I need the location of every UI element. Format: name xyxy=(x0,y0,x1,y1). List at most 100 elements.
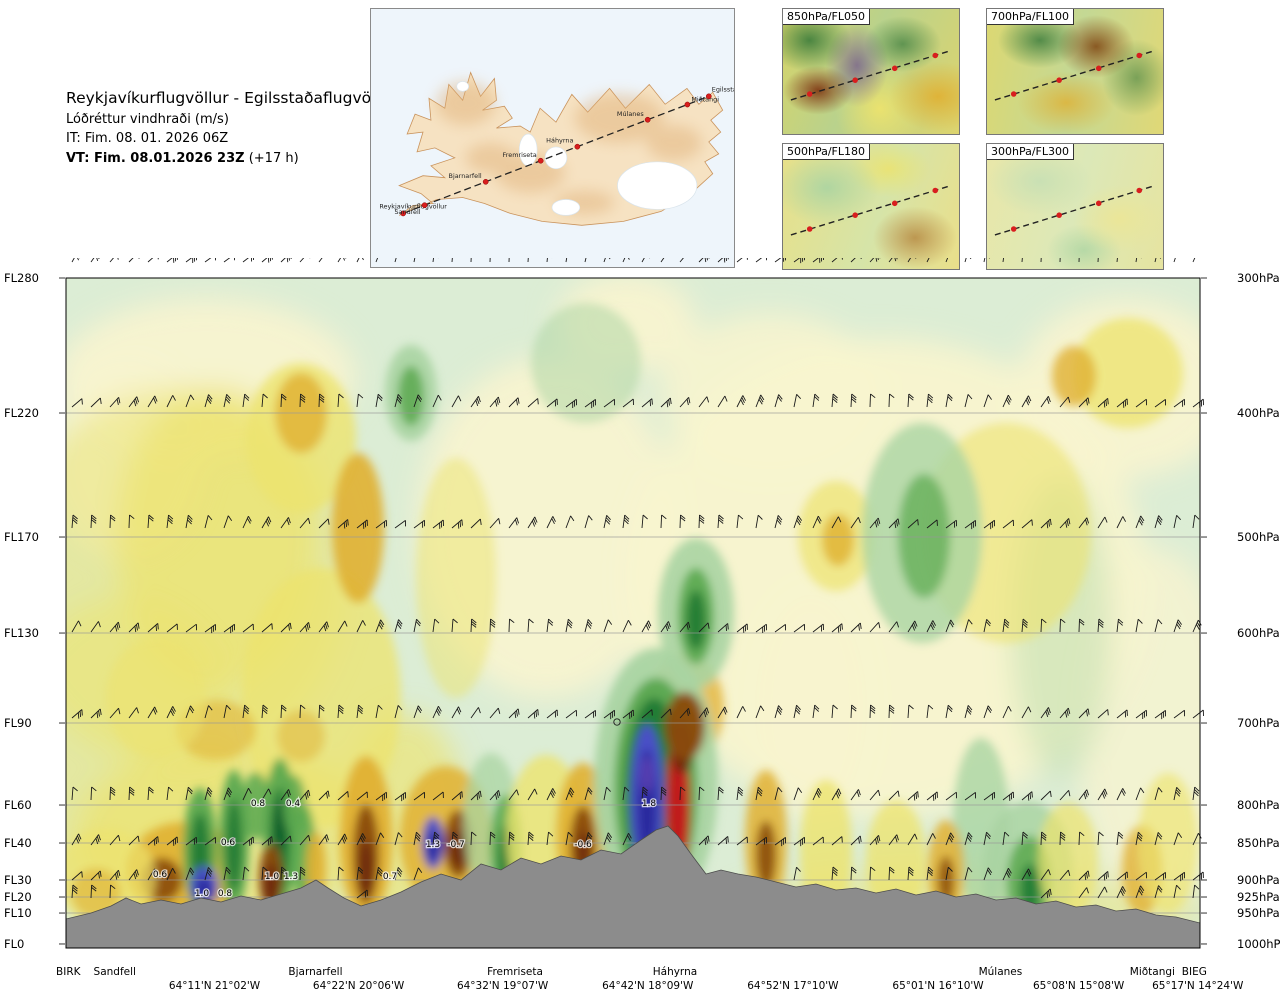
pressure-level-label: 800hPa xyxy=(1237,798,1280,812)
flight-level-label: FL90 xyxy=(4,716,32,730)
coordinate-label: 64°22'N 20°06'W xyxy=(313,980,405,992)
coordinate-label: 64°42'N 18°09'W xyxy=(602,980,694,992)
flight-level-label: FL10 xyxy=(4,906,32,920)
contour-labels: 0.8 0.4 0.6 0.6 1.0 0.8 1.0 1.3 0.7 1.3 -0.7 -0.6 1.… xyxy=(152,798,658,901)
svg-text:0.6: 0.6 xyxy=(153,870,168,880)
route-waypoint-dot xyxy=(705,93,712,100)
station-label: Múlanes xyxy=(979,966,1023,978)
thumbnail-route-line xyxy=(994,49,1156,101)
axis-labels: FL280 300hPa FL220 400hPa FL170 500hPa FL130 60… xyxy=(4,271,1280,951)
svg-text:0.6: 0.6 xyxy=(221,838,236,848)
flight-level-label: FL30 xyxy=(4,873,32,887)
route-waypoint-label: Háhyrna xyxy=(546,137,573,145)
flight-level-label: FL170 xyxy=(4,530,39,544)
pressure-level-label: 500hPa xyxy=(1237,530,1280,544)
route-waypoint-label: Sandfell xyxy=(395,208,421,216)
cross-section-chart: 0.8 0.4 0.6 0.6 1.0 0.8 1.0 1.3 0.7 1.3 -0.7 -0.6 1.… xyxy=(0,248,1280,1005)
coordinate-label: 64°11'N 21°02'W xyxy=(169,980,261,992)
calm-wind-symbol xyxy=(613,718,621,726)
valid-time-offset: (+17 h) xyxy=(244,150,299,166)
route-waypoint-dot xyxy=(400,210,406,217)
thumbnail-art xyxy=(783,9,959,134)
coordinate-label: 64°52'N 17°10'W xyxy=(747,980,839,992)
pressure-level-label: 925hPa xyxy=(1237,890,1280,904)
route-waypoint-dot xyxy=(537,157,544,164)
svg-text:1.0: 1.0 xyxy=(195,889,210,899)
pressure-level-label: 600hPa xyxy=(1237,626,1280,640)
thumbnail-label: 300hPa/FL300 xyxy=(987,144,1075,160)
station-label: Miðtangi xyxy=(1130,966,1175,978)
svg-text:1.8: 1.8 xyxy=(642,799,657,809)
pressure-level-label: 850hPa xyxy=(1237,836,1280,850)
route-waypoint-dot xyxy=(574,143,581,150)
pressure-level-label: 700hPa xyxy=(1237,716,1280,730)
thumbnail-label: 850hPa/FL050 xyxy=(783,9,871,25)
coordinate-label: 65°08'N 15°08'W xyxy=(1033,980,1125,992)
coordinate-label: 65°17'N 14°24'W xyxy=(1152,980,1244,992)
flight-level-label: FL130 xyxy=(4,626,39,640)
station-label: BIEG xyxy=(1182,966,1207,978)
route-waypoint-dot xyxy=(421,202,428,209)
route-waypoint-label: Múlanes xyxy=(617,110,644,118)
thumbnail-label: 700hPa/FL100 xyxy=(987,9,1075,25)
svg-text:-0.6: -0.6 xyxy=(574,840,592,850)
flight-level-label: FL0 xyxy=(4,937,24,951)
station-labels: BIRK Sandfell Bjarnarfell Fremriseta Háhyrna… xyxy=(56,966,1244,992)
thumbnail-route-line xyxy=(994,184,1156,236)
svg-text:1.3: 1.3 xyxy=(426,840,440,850)
thumbnail-art xyxy=(987,9,1163,134)
pressure-level-label: 1000hPa xyxy=(1237,937,1280,951)
cross-section-svg: 0.8 0.4 0.6 0.6 1.0 0.8 1.0 1.3 0.7 1.3 -0.7 -0.6 1.… xyxy=(4,248,1280,992)
station-label: Sandfell xyxy=(94,966,136,978)
thumbnail-850hpa: 850hPa/FL050 xyxy=(782,8,960,135)
station-label: BIRK xyxy=(56,966,82,978)
thumbnail-route-line xyxy=(790,184,952,236)
pressure-level-label: 400hPa xyxy=(1237,406,1280,420)
chart-border xyxy=(65,277,1201,949)
route-waypoint-label: Fremriseta xyxy=(503,151,537,159)
svg-text:0.8: 0.8 xyxy=(218,889,233,899)
route-waypoint-label: Miðtangi xyxy=(691,96,719,104)
thumbnail-art xyxy=(987,144,1163,269)
thumbnail-route-line xyxy=(790,49,952,101)
flight-level-label: FL220 xyxy=(4,406,39,420)
pressure-level-label: 300hPa xyxy=(1237,271,1280,285)
flight-level-label: FL60 xyxy=(4,798,32,812)
coordinate-label: 64°32'N 19°07'W xyxy=(457,980,549,992)
svg-text:0.8: 0.8 xyxy=(251,799,266,809)
page-title: Reykjavíkurflugvöllur - Egilsstaðaflugvö… xyxy=(66,89,396,107)
thumbnail-500hpa: 500hPa/FL180 xyxy=(782,143,960,270)
flight-level-label: FL280 xyxy=(4,271,39,285)
svg-text:-0.7: -0.7 xyxy=(447,840,465,850)
route-waypoint-dot xyxy=(644,116,651,123)
station-label: Háhyrna xyxy=(653,966,697,978)
svg-text:0.7: 0.7 xyxy=(383,872,397,882)
iceland-route-map: Reykjavíkurflugvöllur Sandfell Bjarnarfell… xyxy=(370,8,735,268)
route-waypoint-label: Reykjavíkurflugvöllur xyxy=(379,202,447,210)
route-waypoint-dot xyxy=(684,101,691,108)
station-label: Fremriseta xyxy=(487,966,543,978)
valid-time-bold: VT: Fim. 08.01.2026 23Z xyxy=(66,150,245,166)
thumbnail-art xyxy=(783,144,959,269)
route-waypoint-dot xyxy=(482,178,489,185)
coordinate-label: 65°01'N 16°10'W xyxy=(892,980,984,992)
pressure-level-label: 900hPa xyxy=(1237,873,1280,887)
flight-level-label: FL40 xyxy=(4,836,32,850)
flight-level-label: FL20 xyxy=(4,890,32,904)
route-waypoint-label: Egilsstaðaflugvöllur xyxy=(712,85,734,93)
chart-subtitle: Lóðréttur vindhraði (m/s) xyxy=(66,111,229,127)
thumbnail-300hpa: 300hPa/FL300 xyxy=(986,143,1164,270)
pressure-level-label: 950hPa xyxy=(1237,906,1280,920)
route-waypoint-label: Bjarnarfell xyxy=(449,172,482,180)
init-time: IT: Fim. 08. 01. 2026 06Z xyxy=(66,131,229,147)
map-glaciers xyxy=(456,81,698,216)
svg-text:0.4: 0.4 xyxy=(286,799,301,809)
station-label: Bjarnarfell xyxy=(288,966,342,978)
title-block: Reykjavíkurflugvöllur - Egilsstaðaflugvö… xyxy=(66,88,396,168)
thumbnail-700hpa: 700hPa/FL100 xyxy=(986,8,1164,135)
terrain-profile xyxy=(66,825,1200,948)
valid-time: VT: Fim. 08.01.2026 23Z (+17 h) xyxy=(66,149,396,169)
